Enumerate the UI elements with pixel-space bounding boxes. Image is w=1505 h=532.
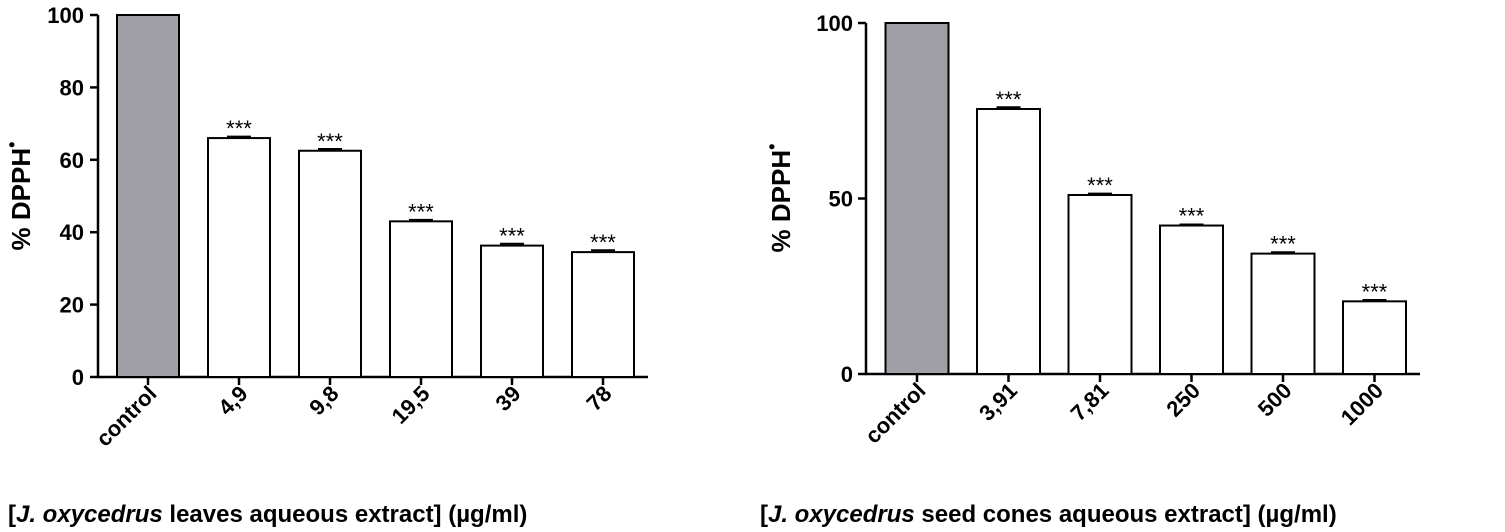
x-tick-label: 7,81 bbox=[1066, 378, 1114, 426]
x-tick-label: 1000 bbox=[1336, 378, 1388, 430]
x-tick-label: 19,5 bbox=[387, 381, 435, 429]
x-tick-label: 500 bbox=[1253, 378, 1297, 422]
bar bbox=[207, 137, 271, 378]
y-tick-label: 0 bbox=[841, 362, 853, 387]
y-tick-label: 50 bbox=[829, 187, 853, 212]
significance-label: *** bbox=[408, 199, 434, 224]
bar bbox=[571, 251, 635, 378]
chart-leaves: % DPPH• [J. oxycedrus leaves aqueous ext… bbox=[2, 3, 648, 528]
y-tick-label: 100 bbox=[816, 11, 853, 36]
significance-label: *** bbox=[499, 224, 525, 249]
x-tick-label: 3,91 bbox=[974, 378, 1022, 426]
x-tick-label: 4,9 bbox=[213, 381, 252, 420]
chart-seed-cones: % DPPH• [J. oxycedrus seed cones aqueous… bbox=[760, 11, 1420, 528]
x-tick-label: 39 bbox=[491, 381, 526, 416]
significance-label: *** bbox=[226, 116, 252, 141]
x-axis-label: [J. oxycedrus leaves aqueous extract] (µ… bbox=[8, 501, 527, 528]
x-tick-label: control bbox=[91, 381, 161, 451]
y-tick-label: 80 bbox=[60, 75, 84, 100]
bar bbox=[1067, 193, 1133, 375]
significance-label: *** bbox=[1362, 279, 1388, 304]
bar-control bbox=[884, 22, 950, 375]
significance-label: *** bbox=[317, 129, 343, 154]
bar bbox=[480, 244, 544, 378]
significance-label: *** bbox=[590, 230, 616, 255]
y-tick-label: 60 bbox=[60, 148, 84, 173]
significance-label: *** bbox=[1270, 232, 1296, 257]
bar bbox=[976, 107, 1041, 376]
significance-label: *** bbox=[1179, 204, 1205, 229]
significance-label: *** bbox=[1087, 173, 1113, 198]
y-tick-label: 100 bbox=[47, 3, 84, 28]
x-tick-label: 9,8 bbox=[304, 381, 343, 420]
x-axis-label: [J. oxycedrus seed cones aqueous extract… bbox=[760, 501, 1337, 528]
y-axis-label: % DPPH• bbox=[762, 144, 796, 253]
x-tick-label: control bbox=[860, 378, 930, 448]
y-tick-label: 20 bbox=[60, 293, 84, 318]
bar bbox=[298, 149, 362, 378]
y-tick-label: 40 bbox=[60, 220, 84, 245]
bar bbox=[1250, 252, 1316, 375]
x-tick-label: 250 bbox=[1161, 378, 1205, 422]
bar bbox=[1159, 224, 1224, 375]
bar bbox=[1342, 300, 1407, 375]
bar-control bbox=[116, 14, 180, 378]
y-axis-label: % DPPH• bbox=[2, 142, 36, 251]
x-tick-label: 78 bbox=[582, 381, 617, 416]
bar bbox=[389, 220, 453, 378]
significance-label: *** bbox=[996, 87, 1022, 112]
y-tick-label: 0 bbox=[72, 365, 84, 390]
